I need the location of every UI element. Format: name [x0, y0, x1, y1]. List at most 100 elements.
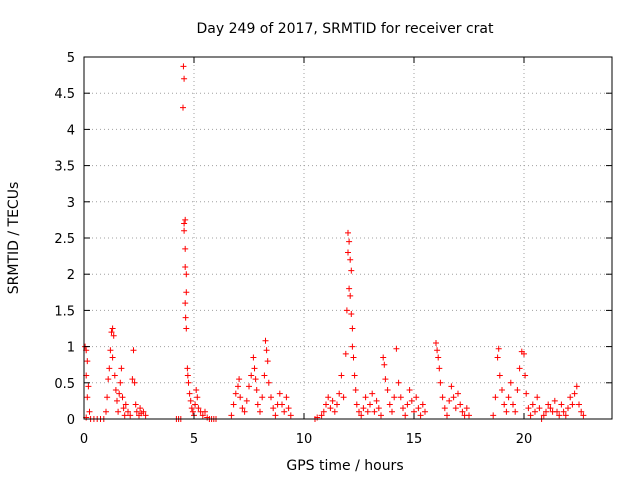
data-point [189, 408, 196, 415]
data-point [576, 401, 582, 408]
data-point [496, 372, 503, 379]
y-tick-label: 1.5 [54, 304, 75, 319]
data-point [381, 361, 388, 368]
data-point [241, 408, 248, 415]
data-point [444, 412, 450, 419]
data-point [358, 412, 365, 419]
data-point [180, 63, 187, 70]
data-point [352, 387, 359, 394]
data-point [236, 376, 243, 383]
data-point [232, 390, 239, 397]
data-point [452, 405, 459, 412]
data-point [104, 394, 111, 401]
data-point [386, 401, 393, 408]
data-point [246, 383, 252, 390]
data-point [345, 249, 351, 256]
data-point [342, 350, 349, 357]
data-point [120, 405, 127, 412]
data-point [351, 372, 358, 379]
data-point [490, 412, 497, 419]
data-point [571, 390, 578, 397]
data-point [125, 408, 131, 415]
data-point [251, 365, 258, 372]
data-point [346, 238, 353, 245]
data-point [183, 289, 190, 296]
data-point [378, 412, 384, 419]
data-point [183, 271, 190, 278]
data-point [494, 354, 501, 361]
data-point [185, 379, 192, 386]
data-point [400, 405, 406, 412]
data-point [182, 300, 189, 307]
data-point [348, 267, 355, 274]
data-point [371, 408, 378, 415]
data-point [547, 405, 554, 412]
x-tick-label: 5 [190, 432, 198, 447]
data-point [182, 314, 189, 321]
data-point [435, 354, 442, 361]
data-point [264, 358, 271, 365]
data-point [507, 379, 514, 386]
data-point [202, 408, 208, 415]
data-point [382, 376, 389, 383]
data-point [562, 412, 569, 419]
data-point [183, 325, 190, 332]
x-tick-label: 20 [516, 432, 533, 447]
y-tick-label: 4.5 [54, 87, 75, 102]
data-point [499, 387, 505, 394]
data-point [540, 412, 547, 419]
data-point [419, 401, 426, 408]
data-point [115, 408, 122, 415]
data-points [82, 63, 587, 422]
data-point [384, 387, 391, 394]
data-point [181, 220, 188, 227]
data-point [441, 405, 448, 412]
data-point [121, 412, 128, 419]
data-point [522, 372, 529, 379]
data-point [536, 405, 543, 412]
data-point [523, 390, 530, 397]
data-point [389, 408, 395, 415]
data-point [276, 390, 283, 397]
data-point [554, 408, 560, 415]
data-point [265, 379, 272, 386]
data-point [527, 412, 534, 419]
data-point [393, 345, 400, 352]
data-point [86, 408, 93, 415]
data-point [375, 405, 382, 412]
data-point [433, 339, 439, 346]
data-point [417, 412, 424, 419]
data-point [450, 394, 457, 401]
axis-ticks: 0 0.5 1 1.5 2 2.5 3 3.5 4 4.5 5 0 5 10 15 20 [54, 51, 612, 447]
data-point [107, 347, 114, 354]
data-point [239, 405, 246, 412]
data-point [439, 394, 446, 401]
data-point [373, 397, 380, 404]
data-point [114, 397, 120, 404]
data-point [455, 390, 461, 397]
data-point [130, 347, 137, 354]
data-point [347, 256, 354, 263]
data-point [543, 408, 549, 415]
data-point [187, 397, 194, 404]
data-point [270, 405, 277, 412]
data-point [327, 405, 334, 412]
data-point [404, 401, 411, 408]
data-point [263, 347, 270, 354]
data-point [117, 379, 124, 386]
data-point [194, 394, 201, 401]
data-point [349, 325, 356, 332]
data-point [514, 387, 521, 394]
data-point [397, 394, 404, 401]
data-point [262, 337, 269, 344]
data-point [188, 405, 195, 412]
y-tick-label: 3 [67, 196, 75, 211]
data-point [127, 412, 134, 419]
data-point [181, 227, 188, 234]
data-point [323, 401, 329, 408]
data-point [122, 401, 129, 408]
data-point [343, 307, 350, 314]
data-point [129, 376, 136, 383]
x-tick-label: 15 [406, 432, 423, 447]
data-point [466, 412, 472, 419]
